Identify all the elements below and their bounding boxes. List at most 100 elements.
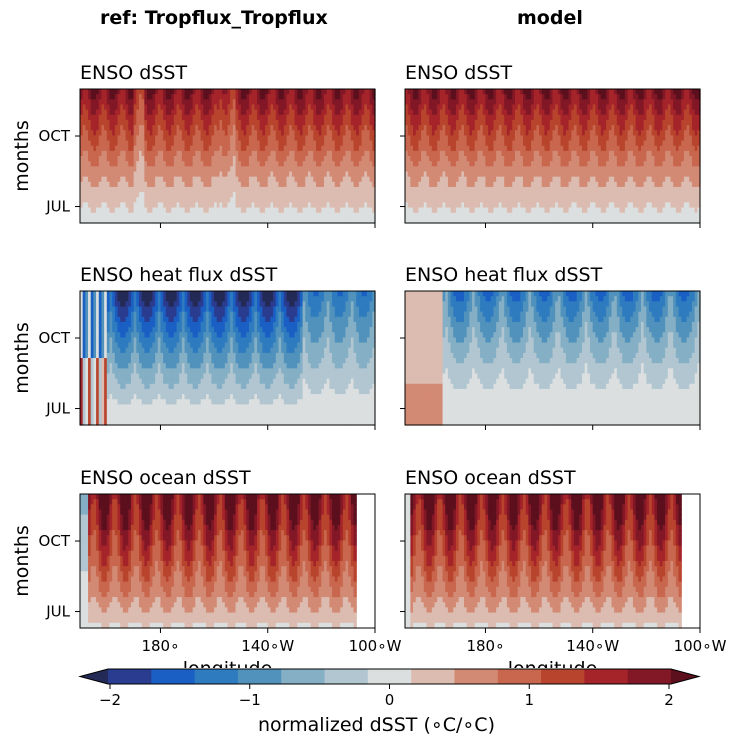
heat-cell <box>171 202 175 209</box>
heat-cell <box>305 197 309 203</box>
heat-cell <box>259 181 263 188</box>
heat-cell <box>326 156 331 162</box>
heat-cell <box>222 197 226 203</box>
heat-cell <box>147 156 151 162</box>
heat-cell <box>93 156 97 162</box>
heat-cell <box>273 202 277 209</box>
heat-cell <box>139 119 143 126</box>
heat-cell <box>348 99 352 106</box>
heat-cell <box>281 207 285 214</box>
heat-cell <box>345 150 349 157</box>
heat-cell <box>342 145 347 152</box>
heat-cell <box>152 186 156 193</box>
heat-cell <box>246 156 250 162</box>
heat-cell <box>238 119 242 126</box>
heat-cell <box>189 181 194 188</box>
heat-cell <box>173 99 178 106</box>
heat-cell <box>125 114 129 121</box>
heat-cell <box>345 217 349 224</box>
heat-cell <box>125 130 129 136</box>
heat-cell <box>165 145 170 152</box>
heat-cell <box>265 207 269 214</box>
heat-cell <box>168 94 172 100</box>
heat-cell <box>294 186 298 193</box>
heat-cell <box>345 140 349 147</box>
heat-cell <box>133 135 137 142</box>
heat-cell <box>216 197 221 203</box>
heat-cell <box>171 207 175 214</box>
heat-cell <box>267 166 272 173</box>
heat-cell <box>133 150 137 157</box>
heat-cell <box>122 145 127 152</box>
heat-cell <box>238 156 242 162</box>
heat-cell <box>219 186 223 193</box>
heat-cell <box>141 161 145 167</box>
heat-cell <box>302 104 306 111</box>
heat-cell <box>82 186 86 193</box>
heat-cell <box>106 192 111 198</box>
heat-cell <box>262 192 266 198</box>
heat-cell <box>313 197 317 203</box>
heat-cell <box>238 212 242 219</box>
heat-cell <box>171 212 175 219</box>
heat-cell <box>198 161 202 167</box>
heat-cell <box>206 140 210 147</box>
heat-cell <box>109 130 113 136</box>
heat-cell <box>342 192 347 198</box>
heat-cell <box>316 171 320 178</box>
heat-cell <box>184 217 188 224</box>
heat-cell <box>141 181 145 188</box>
heat-cell <box>310 161 314 167</box>
heat-cell <box>299 166 304 173</box>
heat-cell <box>289 109 293 116</box>
heat-cell <box>109 119 113 126</box>
heat-cell <box>235 94 239 100</box>
heat-cell <box>270 125 274 131</box>
heat-cell <box>211 89 215 95</box>
heat-cell <box>114 166 119 173</box>
heat-cell <box>240 135 245 142</box>
heat-cell <box>189 150 194 157</box>
heat-cell <box>160 94 164 100</box>
heat-cell <box>348 94 352 100</box>
heat-cell <box>334 156 339 162</box>
heat-cell <box>334 150 339 157</box>
heat-cell <box>198 171 202 178</box>
heat-cell <box>176 186 180 193</box>
heat-cell <box>299 181 304 188</box>
heat-cell <box>305 94 309 100</box>
heat-cell <box>117 212 121 219</box>
heat-cell <box>179 94 183 100</box>
heat-cell <box>80 130 84 136</box>
heat-cell <box>187 217 191 224</box>
heat-cell <box>85 109 89 116</box>
heat-cell <box>187 207 191 214</box>
heat-cell <box>270 140 274 147</box>
heat-cell <box>173 89 178 95</box>
heat-cell <box>259 217 263 224</box>
heat-cell <box>342 207 347 214</box>
heat-cell <box>80 156 84 162</box>
heat-cell <box>219 192 223 198</box>
heat-cell <box>294 94 298 100</box>
heat-cell <box>326 114 331 121</box>
heat-cell <box>337 171 341 178</box>
heat-cell <box>270 197 274 203</box>
heat-cell <box>93 89 97 95</box>
heat-cell <box>254 140 258 147</box>
heat-cell <box>299 109 304 116</box>
heat-cell <box>90 114 95 121</box>
heat-cell <box>192 202 196 209</box>
heat-cell <box>262 109 266 116</box>
heat-cell <box>321 114 325 121</box>
heat-cell <box>206 207 210 214</box>
heat-cell <box>286 217 290 224</box>
heat-cell <box>243 114 247 121</box>
heat-cell <box>313 202 317 209</box>
heat-cell <box>222 161 226 167</box>
heat-cell <box>139 186 143 193</box>
heat-cell <box>181 217 186 224</box>
heat-cell <box>90 94 95 100</box>
heat-cell <box>133 192 137 198</box>
heat-cell <box>281 130 285 136</box>
